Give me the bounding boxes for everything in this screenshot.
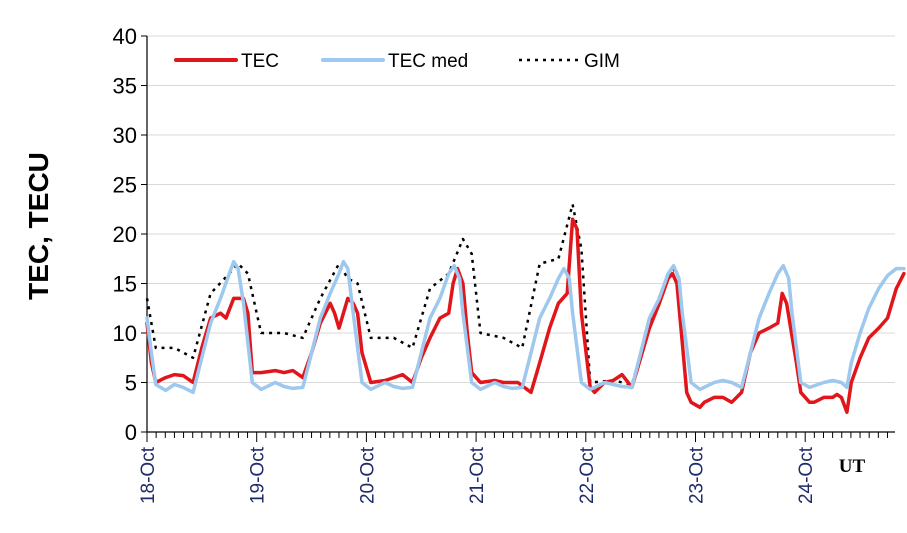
y-tick-label: 40: [113, 24, 137, 49]
x-tick-label: 20-Oct: [357, 446, 378, 504]
x-tick-label: 23-Oct: [687, 446, 708, 504]
y-tick-label: 0: [125, 420, 137, 445]
series-line-tec: [145, 217, 906, 414]
gridlines: [147, 35, 895, 383]
y-tick-label: 35: [113, 74, 137, 99]
tick-labels: 0 5 10 15 20 25 30 35 40 18-Oct 19-Oct 20-Oct 21-Oct…: [113, 24, 818, 504]
x-tick-label: 21-Oct: [467, 446, 488, 504]
axes: [141, 35, 895, 442]
x-tick-label: 24-Oct: [796, 446, 817, 504]
legend-label: TEC: [241, 51, 279, 72]
legend-label: GIM: [584, 51, 620, 72]
y-tick-label: 25: [113, 173, 137, 198]
y-tick-label: 5: [125, 371, 137, 396]
x-tick-label: 19-Oct: [248, 446, 269, 504]
y-axis-label: TEC, TECU: [23, 152, 54, 300]
x-tick-label: 22-Oct: [577, 446, 598, 504]
y-tick-label: 10: [113, 321, 137, 346]
legend-label: TEC med: [388, 51, 468, 72]
y-tick-label: 30: [113, 123, 137, 148]
series-line-gim: [145, 203, 678, 386]
legend: TEC TEC med GIM: [174, 51, 620, 72]
ut-axis-label: UT: [839, 456, 866, 477]
series-lines: [145, 203, 906, 414]
series-line-tec-med: [145, 259, 906, 395]
y-tick-label: 15: [113, 272, 137, 297]
x-tick-label: 18-Oct: [138, 446, 159, 504]
y-tick-label: 20: [113, 222, 137, 247]
